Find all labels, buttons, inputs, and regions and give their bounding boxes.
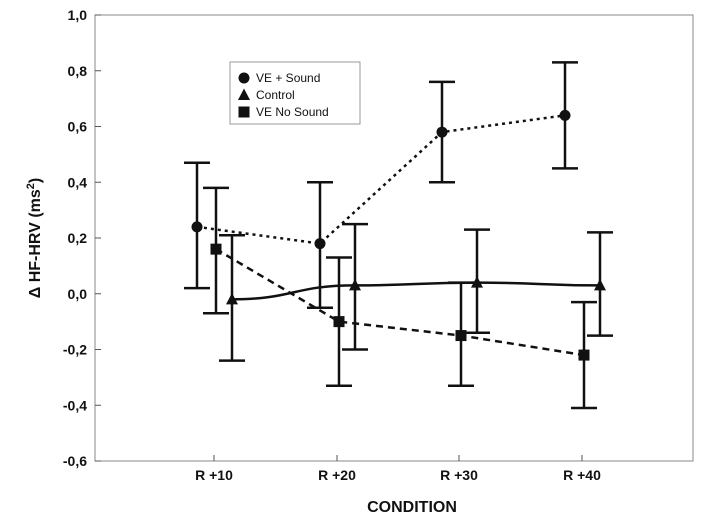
y-tick-label: 1,0: [68, 7, 88, 23]
y-axis-title: Δ HF-HRV (ms2): [25, 178, 44, 298]
data-point: [349, 278, 361, 291]
y-tick-label: 0,2: [68, 230, 88, 246]
y-axis: 1,0 0,8 0,6 0,4 0,2 0,0 -0,2 -0,4 -0,6: [63, 7, 101, 469]
legend-box: [229, 61, 361, 125]
series-line: [196, 114, 566, 245]
y-tick-label: -0,4: [63, 397, 87, 413]
y-tick-label: 0,6: [68, 119, 88, 135]
data-point: [314, 238, 326, 250]
series-line: [215, 248, 585, 357]
legend: VE + Sound Control VE No Sound: [229, 61, 361, 125]
legend-label: VE No Sound: [256, 105, 329, 119]
legend-marker: [238, 106, 250, 118]
x-tick-label: R +20: [318, 467, 356, 483]
data-point: [594, 278, 606, 291]
legend-label: Control: [256, 88, 295, 102]
data-point: [578, 349, 590, 361]
series-line: [231, 281, 601, 301]
y-tick-label: 0,8: [68, 63, 88, 79]
data-point: [191, 221, 203, 233]
data-point: [559, 109, 571, 121]
y-tick-label: -0,2: [63, 342, 87, 358]
series-layer: [184, 61, 613, 410]
y-tick-label: -0,6: [63, 453, 87, 469]
series-control: [219, 222, 613, 362]
data-point: [436, 126, 448, 138]
y-tick-label: 0,0: [68, 286, 88, 302]
data-point: [210, 243, 222, 255]
x-axis: R +10 R +20 R +30 R +40: [195, 455, 601, 483]
x-axis-title: CONDITION: [367, 499, 457, 516]
y-axis-title-superscript: 2: [25, 183, 37, 189]
series-ve-no-sound: [203, 186, 597, 410]
plot-frame: [94, 14, 694, 462]
data-point: [455, 330, 467, 342]
data-point: [333, 316, 345, 328]
y-axis-title-close: ): [27, 178, 44, 183]
x-tick-label: R +30: [440, 467, 478, 483]
series-ve-sound: [184, 61, 578, 309]
y-axis-title-main: Δ HF-HRV (ms: [27, 189, 44, 298]
x-tick-label: R +10: [195, 467, 233, 483]
data-point: [471, 276, 483, 288]
legend-label: VE + Sound: [256, 71, 320, 85]
x-tick-label: R +40: [563, 467, 601, 483]
legend-marker: [238, 88, 250, 100]
y-tick-label: 0,4: [68, 174, 88, 190]
legend-marker: [238, 72, 250, 84]
data-point: [226, 292, 238, 305]
